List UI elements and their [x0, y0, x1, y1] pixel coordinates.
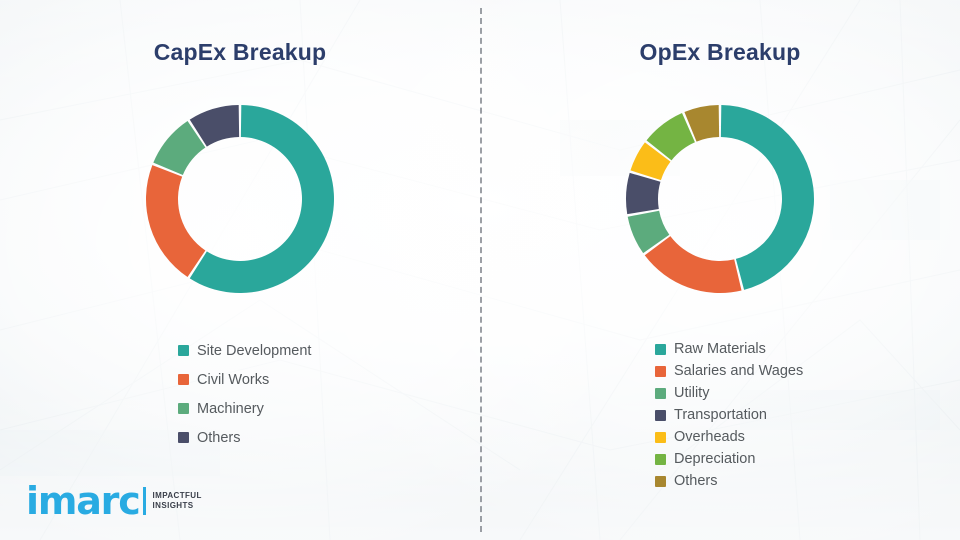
donut-slice[interactable] [720, 105, 814, 290]
legend-item-label: Raw Materials [674, 341, 766, 357]
legend-swatch-icon [178, 403, 189, 414]
opex-panel: OpEx Breakup Raw Materials Salaries and W… [480, 0, 960, 540]
logo-tagline-line2: INSIGHTS [152, 500, 194, 510]
legend-swatch-icon [178, 345, 189, 356]
donut-slice[interactable] [189, 105, 335, 294]
legend-swatch-icon [655, 431, 666, 443]
legend-item[interactable]: Civil Works [0, 365, 480, 394]
legend-item-label: Others [197, 429, 241, 446]
legend-item-label: Depreciation [674, 451, 756, 467]
legend-item[interactable]: Site Development [0, 336, 480, 365]
opex-donut-chart [480, 99, 960, 299]
logo-wordmark: imarc [26, 478, 141, 523]
legend-item[interactable]: Others [480, 470, 960, 492]
legend-item[interactable]: Overheads [480, 426, 960, 448]
legend-item[interactable]: Utility [480, 382, 960, 404]
legend-item[interactable]: Raw Materials [480, 338, 960, 360]
panel-divider [480, 8, 482, 532]
legend-item-label: Others [674, 473, 718, 489]
capex-chart-title: CapEx Breakup [153, 39, 327, 66]
capex-panel: CapEx Breakup Site Development Civil Work… [0, 39, 480, 452]
donut-slice[interactable] [644, 236, 742, 293]
legend-swatch-icon [655, 475, 666, 487]
legend-item-label: Utility [674, 385, 710, 401]
legend-swatch-icon [655, 343, 666, 355]
legend-item[interactable]: Machinery [0, 394, 480, 423]
legend-item-label: Overheads [674, 429, 745, 445]
logo-tagline-line1: IMPACTFUL [152, 490, 202, 500]
legend-item-label: Salaries and Wages [674, 363, 804, 379]
donut-slice[interactable] [646, 113, 695, 161]
legend-item[interactable]: Transportation [480, 404, 960, 426]
legend-swatch-icon [655, 387, 666, 399]
legend-swatch-icon [178, 432, 189, 443]
donut-slice[interactable] [630, 142, 671, 181]
donut-slice[interactable] [684, 105, 720, 142]
legend-swatch-icon [655, 453, 666, 465]
capex-donut-svg [146, 105, 335, 294]
legend-item-label: Machinery [197, 400, 264, 417]
legend-item-label: Transportation [674, 407, 767, 423]
donut-slice[interactable] [146, 165, 206, 278]
capex-legend: Site Development Civil Works Machinery Othe… [0, 336, 480, 452]
legend-swatch-icon [655, 365, 666, 377]
capex-donut-chart [0, 99, 480, 299]
opex-legend: Raw Materials Salaries and Wages Utility Tr… [480, 338, 960, 492]
legend-item[interactable]: Depreciation [480, 448, 960, 470]
legend-item[interactable]: Salaries and Wages [480, 360, 960, 382]
opex-chart-title: OpEx Breakup [639, 39, 801, 66]
legend-item-label: Site Development [197, 342, 312, 359]
donut-slice[interactable] [627, 210, 670, 254]
logo-tagline: IMPACTFUL INSIGHTS [153, 491, 202, 511]
legend-swatch-icon [178, 374, 189, 385]
legend-item-label: Civil Works [197, 371, 270, 388]
opex-donut-svg [626, 105, 814, 293]
legend-swatch-icon [655, 409, 666, 421]
donut-slice[interactable] [626, 172, 661, 215]
legend-item[interactable]: Others [0, 423, 480, 452]
imarc-logo: imarc IMPACTFUL INSIGHTS [26, 478, 202, 523]
donut-slice[interactable] [189, 105, 240, 147]
donut-slice[interactable] [153, 120, 206, 176]
logo-divider-bar [142, 486, 146, 515]
